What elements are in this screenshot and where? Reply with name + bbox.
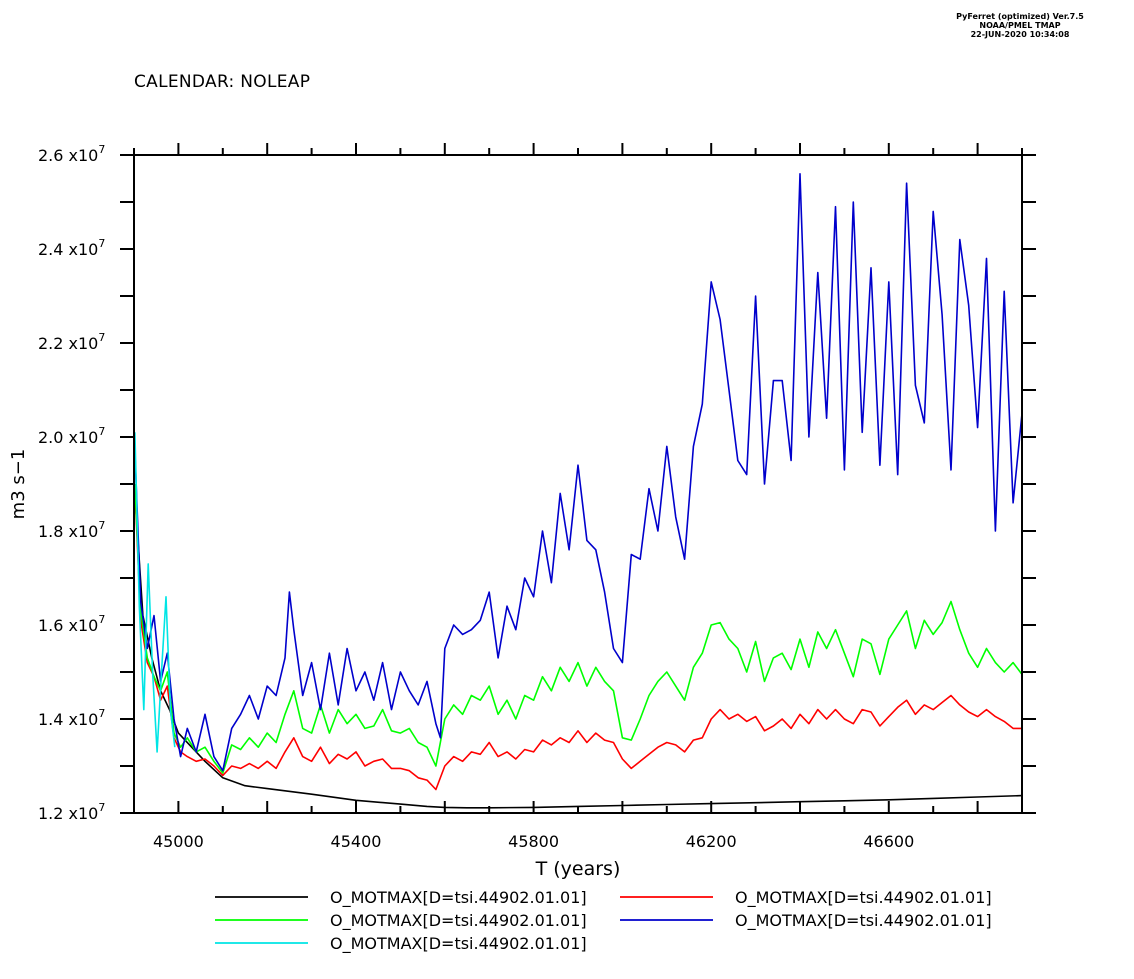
x-tick-label: 46600: [863, 832, 914, 851]
header-version: PyFerret (optimized) Ver.7.5: [956, 12, 1084, 21]
header-institution: NOAA/PMEL TMAP: [979, 21, 1061, 30]
series-line-5: [134, 432, 176, 753]
ticks-layer: [120, 143, 1036, 814]
legend-label-1: O_MOTMAX[D=tsi.44902.01.01]: [330, 888, 587, 908]
labels-layer: 45000 45400 45800 46200 46600 1.2 x107 1.4 x10…: [38, 143, 914, 851]
header-timestamp: 22-JUN-2020 10:34:08: [970, 30, 1070, 39]
legend-label-4: O_MOTMAX[D=tsi.44902.01.01]: [735, 911, 992, 931]
plot-frame: [133, 154, 1023, 814]
y-tick-label: 1.2 x107: [38, 801, 105, 823]
x-tick-label: 45800: [508, 832, 559, 851]
calendar-label: CALENDAR: NOLEAP: [134, 72, 311, 92]
x-tick-label: 45000: [153, 832, 204, 851]
legend: O_MOTMAX[D=tsi.44902.01.01] O_MOTMAX[D=ts…: [215, 888, 992, 954]
series-line-3: [134, 483, 1023, 774]
legend-label-5: O_MOTMAX[D=tsi.44902.01.01]: [330, 934, 587, 954]
x-tick-label: 46200: [686, 832, 737, 851]
y-tick-label: 1.4 x107: [38, 707, 105, 729]
y-tick-label: 2.2 x107: [38, 331, 105, 353]
y-tick-label: 2.6 x107: [38, 143, 105, 165]
x-tick-label: 45400: [331, 832, 382, 851]
x-axis-title: T (years): [535, 858, 621, 880]
series-line-1: [134, 493, 1023, 809]
legend-label-2: O_MOTMAX[D=tsi.44902.01.01]: [735, 888, 992, 908]
series-layer: [134, 173, 1023, 809]
series-line-4: [134, 173, 1023, 772]
y-axis-title: m3 s−1: [8, 449, 29, 520]
y-tick-label: 2.4 x107: [38, 237, 105, 259]
y-tick-label: 1.8 x107: [38, 519, 105, 541]
y-tick-label: 2.0 x107: [38, 425, 105, 447]
legend-label-3: O_MOTMAX[D=tsi.44902.01.01]: [330, 911, 587, 931]
y-tick-label: 1.6 x107: [38, 613, 105, 635]
series-line-2: [134, 488, 1022, 791]
